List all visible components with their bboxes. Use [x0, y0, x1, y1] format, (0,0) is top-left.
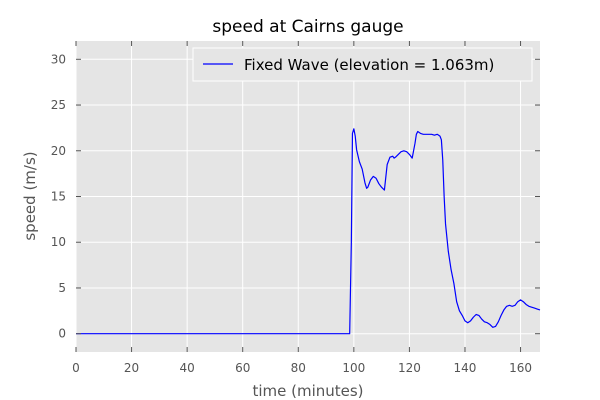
series-line-0	[76, 128, 541, 335]
x-axis-label: time (minutes)	[252, 382, 363, 400]
y-tick-label-5: 25	[51, 98, 66, 112]
y-tick-label-6: 30	[51, 52, 66, 66]
y-tick-label-1: 5	[58, 281, 66, 295]
legend-box	[192, 47, 533, 82]
y-tick-label-3: 15	[51, 190, 66, 204]
x-tick-label-5: 100	[342, 361, 365, 375]
y-axis-label: speed (m/s)	[21, 151, 39, 240]
chart-title: speed at Cairns gauge	[212, 17, 403, 37]
legend: Fixed Wave (elevation = 1.063m)	[192, 47, 533, 82]
x-tick-label-7: 140	[454, 361, 477, 375]
y-tick-label-2: 10	[51, 235, 66, 249]
y-tick-label-0: 0	[58, 327, 66, 341]
x-tick-label-8: 160	[509, 361, 532, 375]
legend-label: Fixed Wave (elevation = 1.063m)	[244, 56, 494, 74]
series-lines	[76, 128, 541, 335]
x-tick-label-2: 40	[179, 361, 194, 375]
y-tick-label-4: 20	[51, 144, 66, 158]
x-tick-label-3: 60	[235, 361, 250, 375]
x-tick-label-4: 80	[291, 361, 306, 375]
x-tick-label-0: 0	[72, 361, 80, 375]
x-tick-label-6: 120	[398, 361, 421, 375]
axis-ticks: 0 20 40 60 80 100 120 140 160 0 5 10 15 20 25 30	[51, 41, 540, 375]
x-tick-label-1: 20	[124, 361, 139, 375]
